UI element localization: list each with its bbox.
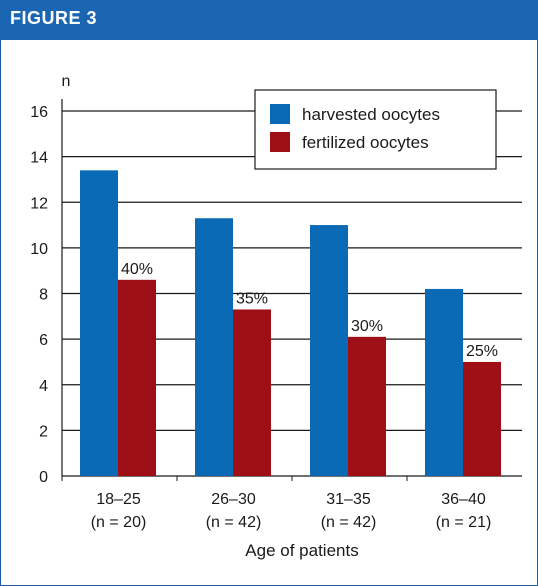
y-tick-label: 12 — [30, 195, 48, 212]
x-tick-label: 18–25 — [96, 491, 141, 508]
percent-annotation: 35% — [236, 290, 268, 307]
y-tick-label: 10 — [30, 241, 48, 258]
figure-header: FIGURE 3 — [0, 0, 538, 40]
y-tick-label: 16 — [30, 104, 48, 121]
x-tick-label: 36–40 — [441, 491, 486, 508]
y-tick-label: 8 — [39, 287, 48, 304]
y-tick-label: 6 — [39, 332, 48, 349]
percent-annotation: 25% — [466, 343, 498, 360]
percent-annotation: 40% — [121, 261, 153, 278]
bar-harvested — [310, 225, 348, 476]
figure-label: FIGURE 3 — [10, 8, 98, 28]
x-tick-label: 31–35 — [326, 491, 371, 508]
legend-swatch — [270, 104, 290, 124]
x-tick-sublabel: (n = 20) — [91, 514, 147, 531]
legend-swatch — [270, 132, 290, 152]
bar-harvested — [425, 288, 463, 476]
bar-fertilized — [348, 336, 386, 476]
y-tick-label: 0 — [39, 469, 48, 486]
x-tick-sublabel: (n = 21) — [436, 514, 492, 531]
x-tick-label: 26–30 — [211, 491, 256, 508]
y-axis-label: n — [62, 73, 71, 90]
x-tick-sublabel: (n = 42) — [206, 514, 262, 531]
y-tick-label: 14 — [30, 150, 48, 167]
legend-label: harvested oocytes — [302, 105, 440, 124]
percent-annotation: 30% — [351, 318, 383, 335]
legend-box — [254, 89, 497, 170]
x-axis-label: Age of patients — [245, 541, 358, 560]
bar-harvested — [80, 170, 118, 476]
bar-fertilized — [233, 309, 271, 476]
legend-label: fertilized oocytes — [302, 133, 429, 152]
bar-fertilized — [118, 279, 156, 476]
y-tick-label: 2 — [39, 423, 48, 440]
bar-harvested — [195, 218, 233, 476]
y-tick-label: 4 — [39, 378, 48, 395]
bar-fertilized — [463, 361, 501, 476]
x-tick-sublabel: (n = 42) — [321, 514, 377, 531]
